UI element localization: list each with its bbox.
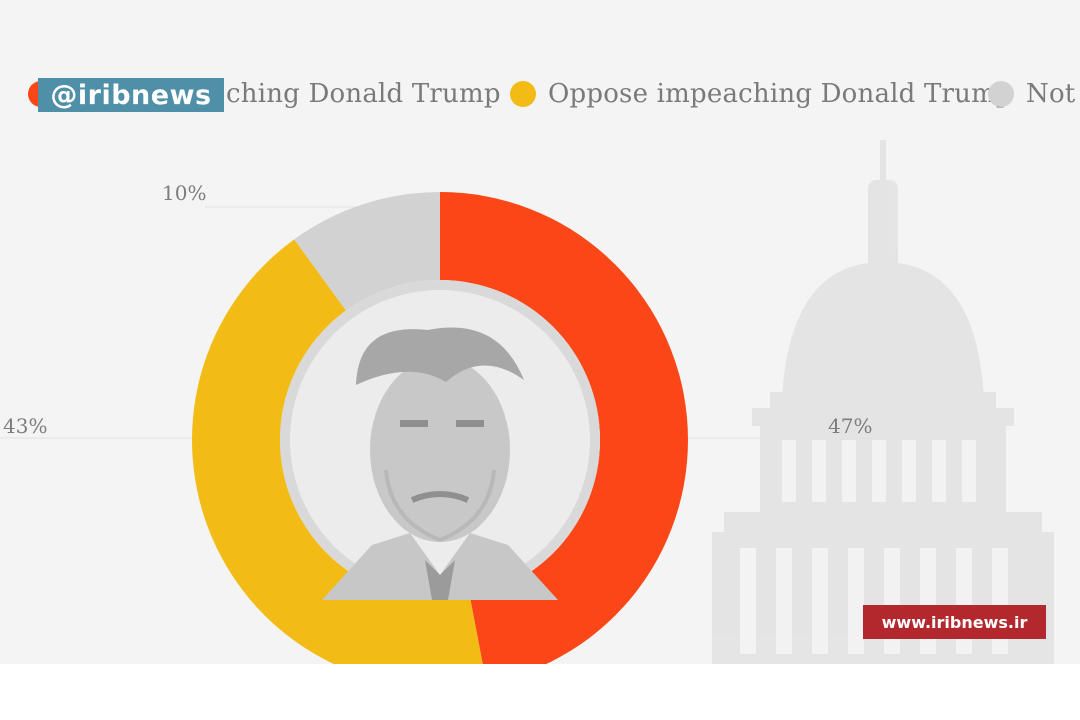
legend-swatch-oppose <box>510 81 536 107</box>
portrait-icon <box>322 327 558 600</box>
legend-label-oppose: Oppose impeaching Donald Trump <box>548 79 1013 109</box>
channel-logo-badge: @iribnews <box>38 78 224 112</box>
legend-label-not-sure: Not s <box>1026 79 1080 109</box>
data-label-oppose: 43% <box>3 414 48 438</box>
slice-oppose <box>192 239 487 689</box>
slice-not-sure <box>294 192 440 311</box>
website-badge: www.iribnews.ir <box>863 605 1046 639</box>
legend-item-oppose: Oppose impeaching Donald Trump <box>510 72 1013 116</box>
data-label-not-sure: 10% <box>162 181 207 205</box>
legend-swatch-not-sure <box>988 81 1014 107</box>
bottom-letterbox <box>0 664 1080 720</box>
legend-label-support: ching Donald Trump <box>226 79 501 109</box>
data-label-support: 47% <box>828 414 873 438</box>
legend-item-not-sure: Not s <box>988 72 1080 116</box>
donut-slices <box>192 192 688 689</box>
slice-support <box>440 192 688 684</box>
